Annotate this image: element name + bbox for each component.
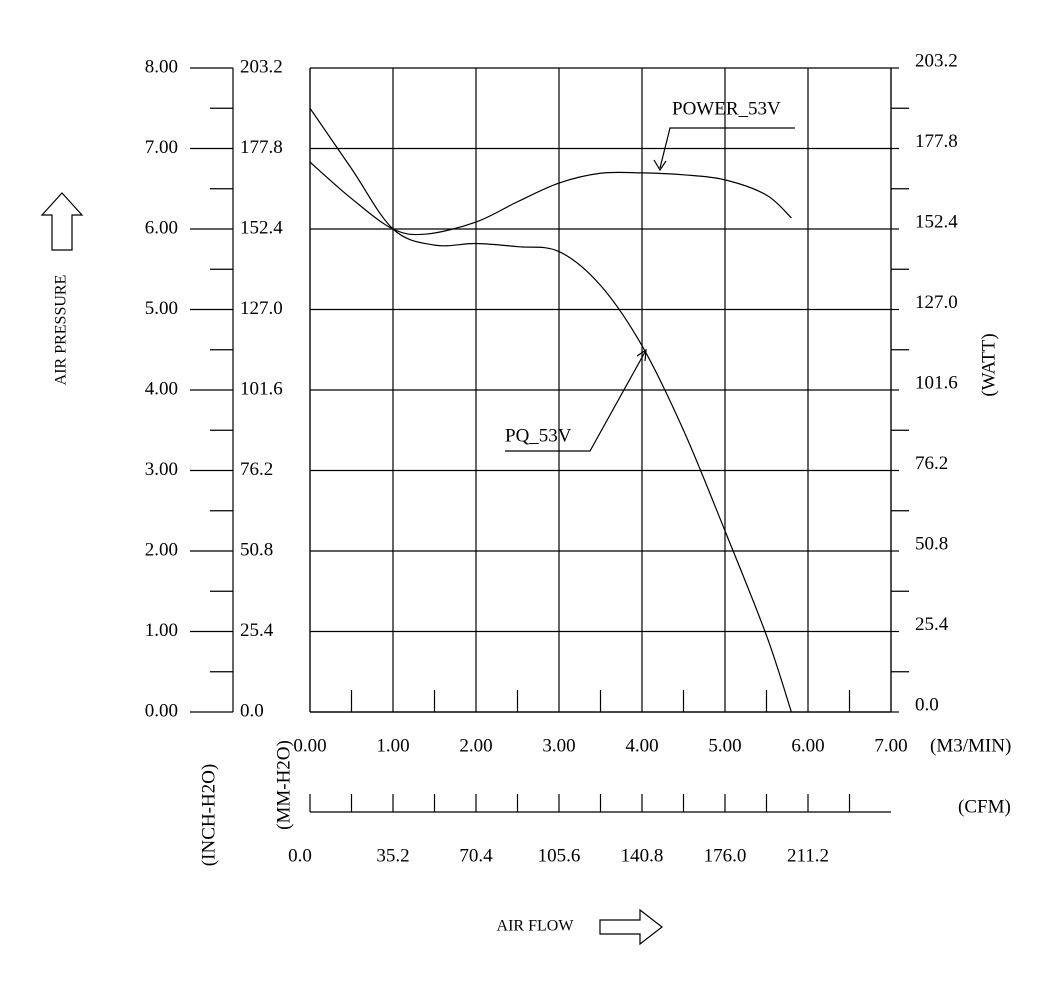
y3-tick-label: 50.8: [240, 539, 273, 560]
y3-tick-label: 101.6: [240, 378, 283, 399]
pq-leader: [505, 348, 647, 452]
x-unit: (M3/MIN): [930, 735, 1011, 756]
y2-tick-label: 203.2: [915, 50, 958, 71]
y3-tick-label: 203.2: [240, 56, 283, 77]
curve: [309, 107, 792, 713]
x2-tick-label: 211.2: [787, 845, 829, 866]
y-unit: (INCH-H2O): [198, 764, 219, 866]
x2-tick-label: 70.4: [459, 845, 493, 866]
power-leader: [653, 127, 795, 172]
y2-tick-label: 25.4: [915, 614, 949, 635]
x-tick-label: 2.00: [459, 735, 492, 756]
y3-tick-label: 127.0: [240, 298, 283, 319]
y3-tick-label: 177.8: [240, 137, 283, 158]
x-label: AIR FLOW: [497, 918, 575, 935]
y-tick-label: 0.00: [145, 700, 178, 721]
y-tick-label: 6.00: [145, 217, 178, 238]
x-tick-label: 5.00: [708, 735, 741, 756]
power-annotation: POWER_53V: [672, 98, 781, 119]
y-tick-label: 5.00: [145, 298, 178, 319]
y3-tick-label: 152.4: [240, 217, 283, 238]
x2-tick-label: 140.8: [621, 845, 664, 866]
x2-tick-label: 35.2: [376, 845, 409, 866]
x-tick-label: 4.00: [625, 735, 658, 756]
pq-annotation: PQ_53V: [505, 425, 572, 446]
up-arrow: [40, 192, 84, 251]
x2-unit: (CFM): [958, 796, 1011, 817]
y2-tick-label: 50.8: [915, 533, 948, 554]
y2-tick-label: 0.0: [915, 694, 939, 715]
y3-tick-label: 0.0: [240, 700, 264, 721]
x-tick-label: 3.00: [542, 735, 575, 756]
y3-unit: (MM-H2O): [273, 740, 294, 830]
y2-tick-label: 177.8: [915, 131, 958, 152]
y-tick-label: 2.00: [145, 539, 178, 560]
y-label: AIR PRESSURE: [53, 275, 70, 386]
y3-tick-label: 76.2: [240, 459, 273, 480]
y2-tick-label: 76.2: [915, 453, 948, 474]
y-tick-label: 3.00: [145, 459, 178, 480]
y2-tick-label: 127.0: [915, 292, 958, 313]
x-tick-label: 1.00: [376, 735, 409, 756]
y-tick-label: 8.00: [145, 56, 178, 77]
y2-tick-label: 101.6: [915, 372, 958, 393]
y2-unit: (WATT): [978, 333, 999, 396]
y3-tick-label: 25.4: [240, 620, 274, 641]
y-tick-label: 1.00: [145, 620, 178, 641]
right-arrow: [599, 908, 663, 946]
x-tick-label: 7.00: [874, 735, 907, 756]
curve: [309, 161, 792, 236]
x-tick-label: 0.00: [293, 735, 326, 756]
y-tick-label: 7.00: [145, 137, 178, 158]
x2-tick-label: 0.0: [288, 845, 312, 866]
y2-tick-label: 152.4: [915, 211, 958, 232]
x2-tick-label: 176.0: [704, 845, 747, 866]
x-tick-label: 6.00: [791, 735, 824, 756]
y-tick-label: 4.00: [145, 378, 178, 399]
x2-tick-label: 105.6: [538, 845, 581, 866]
